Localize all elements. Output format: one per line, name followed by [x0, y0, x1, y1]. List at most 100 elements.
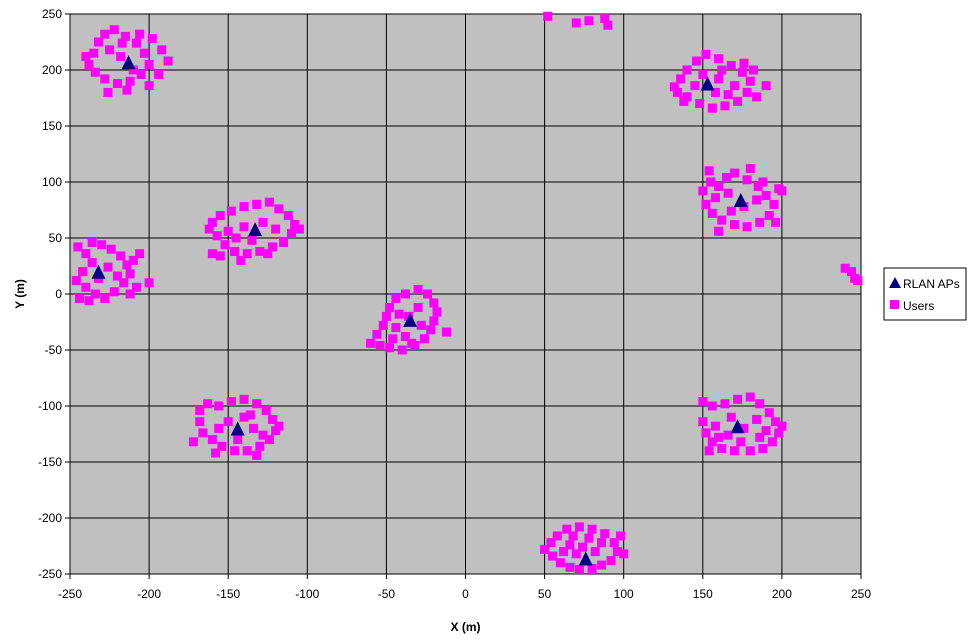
- user-point: [745, 164, 755, 174]
- user-point: [100, 74, 110, 84]
- user-point: [125, 289, 135, 299]
- user-point: [239, 412, 249, 422]
- user-point: [432, 307, 442, 317]
- user-point: [122, 85, 132, 95]
- user-point: [600, 529, 610, 539]
- user-point: [239, 222, 249, 232]
- user-point: [264, 197, 274, 207]
- user-point: [710, 421, 720, 431]
- user-point: [223, 417, 233, 427]
- user-point: [571, 549, 581, 559]
- user-point: [286, 229, 296, 239]
- user-point: [722, 173, 732, 183]
- user-point: [135, 249, 145, 259]
- legend-users-marker: [890, 300, 899, 309]
- user-point: [758, 444, 768, 454]
- user-point: [407, 338, 417, 348]
- user-point: [258, 430, 268, 440]
- user-point: [745, 446, 755, 456]
- user-point: [230, 246, 240, 256]
- user-point: [704, 446, 714, 456]
- user-point: [600, 13, 610, 23]
- user-point: [714, 54, 724, 64]
- y-tick-label: 100: [42, 175, 62, 189]
- user-point: [597, 538, 607, 548]
- x-tick-label: -100: [295, 587, 319, 601]
- user-point: [249, 423, 259, 433]
- user-point: [720, 101, 730, 111]
- user-point: [758, 177, 768, 187]
- user-point: [714, 226, 724, 236]
- user-point: [546, 538, 556, 548]
- user-point: [726, 206, 736, 216]
- user-point: [847, 267, 857, 277]
- user-point: [578, 542, 588, 552]
- user-point: [128, 255, 138, 265]
- user-point: [723, 90, 733, 100]
- user-point: [704, 166, 714, 176]
- user-point: [267, 242, 277, 252]
- user-point: [271, 224, 281, 234]
- user-point: [840, 263, 850, 273]
- user-point: [109, 287, 119, 297]
- user-point: [128, 65, 138, 75]
- user-point: [106, 244, 116, 254]
- user-point: [279, 237, 289, 247]
- user-point: [195, 417, 205, 427]
- user-point: [207, 249, 217, 259]
- user-point: [391, 323, 401, 333]
- user-point: [381, 311, 391, 321]
- user-point: [698, 397, 708, 407]
- x-tick-label: -250: [58, 587, 82, 601]
- user-point: [226, 397, 236, 407]
- user-point: [606, 556, 616, 566]
- user-point: [672, 87, 682, 97]
- user-point: [707, 208, 717, 218]
- rlan-ap-point: [403, 312, 418, 327]
- user-point: [400, 332, 410, 342]
- y-tick-label: 150: [42, 119, 62, 133]
- user-point: [764, 408, 774, 418]
- user-point: [231, 233, 241, 243]
- user-point: [748, 65, 758, 75]
- user-point: [701, 49, 711, 59]
- y-axis-ticks: -250 -200 -150 -100 -50 0 50 100 150 200 250: [38, 7, 70, 581]
- user-point: [89, 48, 99, 58]
- user-point: [761, 81, 771, 91]
- user-point: [230, 446, 240, 456]
- user-point: [283, 211, 293, 221]
- user-point: [774, 428, 784, 438]
- user-point: [584, 16, 594, 26]
- user-point: [100, 293, 110, 303]
- user-point: [125, 269, 135, 279]
- user-point: [612, 547, 622, 557]
- user-point: [139, 48, 149, 58]
- rlan-ap-point: [91, 264, 106, 279]
- x-tick-label: 250: [851, 587, 871, 601]
- user-point: [119, 278, 129, 288]
- user-point: [729, 220, 739, 230]
- y-tick-label: -150: [38, 455, 62, 469]
- user-point: [233, 435, 243, 445]
- user-point: [742, 87, 752, 97]
- user-point: [255, 441, 265, 451]
- rlan-aps-series: [91, 55, 748, 566]
- user-point: [116, 251, 126, 261]
- user-point: [274, 421, 284, 431]
- user-point: [752, 195, 762, 205]
- user-point: [90, 67, 100, 77]
- rlan-ap-point: [578, 551, 593, 566]
- user-point: [247, 235, 257, 245]
- user-point: [698, 417, 708, 427]
- user-point: [568, 531, 578, 541]
- user-point: [394, 309, 404, 319]
- user-point: [616, 531, 626, 541]
- user-point: [215, 211, 225, 221]
- user-point: [726, 61, 736, 71]
- user-point: [729, 81, 739, 91]
- user-point: [81, 52, 91, 62]
- user-point: [236, 255, 246, 265]
- user-point: [565, 562, 575, 572]
- user-point: [125, 76, 135, 86]
